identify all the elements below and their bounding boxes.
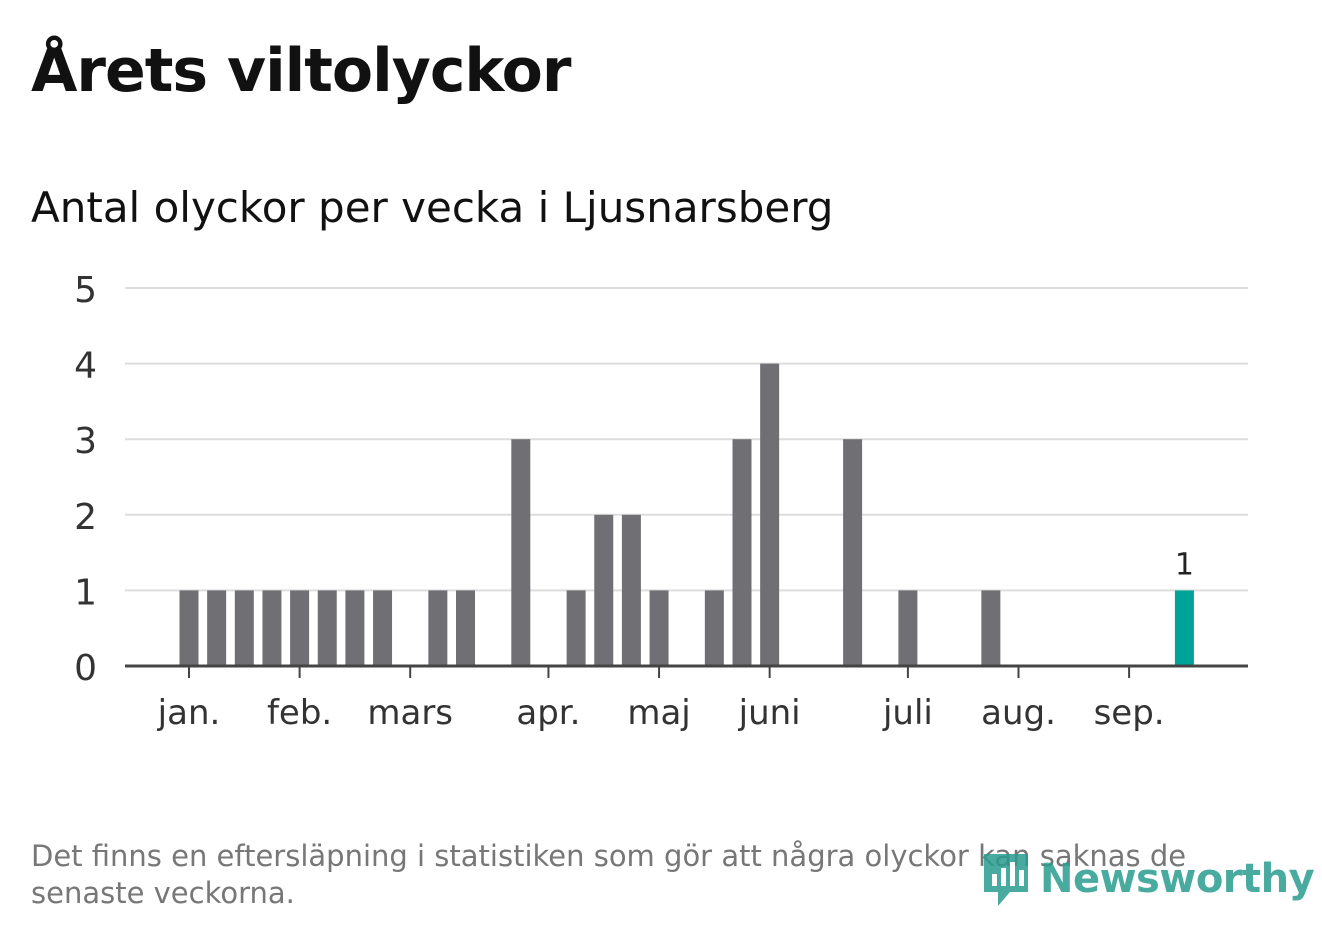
bar [621, 514, 641, 666]
x-tick-label: feb. [267, 693, 332, 733]
y-tick-label: 5 [74, 270, 97, 311]
bar [179, 590, 199, 666]
bar [290, 590, 310, 666]
logo-chart-icon [984, 854, 1028, 906]
bar [345, 590, 365, 666]
x-tick-label: maj [627, 693, 690, 733]
y-tick-label: 1 [74, 572, 97, 613]
newsworthy-logo: Newsworthy [980, 848, 1315, 910]
bar [649, 590, 669, 666]
bar [234, 590, 254, 666]
x-tick-label: juni [738, 693, 801, 733]
y-tick-label: 2 [74, 497, 97, 538]
bar [704, 590, 724, 666]
bar [207, 590, 227, 666]
chart-subtitle: Antal olyckor per vecka i Ljusnarsberg [31, 183, 834, 232]
y-tick-label: 3 [74, 421, 97, 462]
x-tick-label: mars [367, 693, 453, 733]
bar [317, 590, 337, 666]
bar [898, 590, 918, 666]
bar [511, 439, 531, 666]
bar [373, 590, 393, 666]
x-tick-label: sep. [1094, 693, 1165, 733]
bar [732, 439, 752, 666]
y-tick-label: 4 [74, 346, 97, 387]
x-tick-label: juli [882, 693, 933, 733]
bar [566, 590, 586, 666]
bar [843, 439, 863, 666]
bar [262, 590, 282, 666]
chart-title: Årets viltolyckor [31, 36, 571, 106]
bar [456, 590, 475, 666]
x-tick-label: aug. [981, 693, 1056, 733]
logo-text: Newsworthy [1040, 856, 1315, 902]
bar [594, 514, 614, 666]
bar [428, 590, 448, 666]
bar-highlight [1174, 590, 1194, 666]
bar [760, 363, 780, 666]
x-tick-label: jan. [157, 693, 221, 733]
x-tick-label: apr. [516, 693, 580, 733]
bar [981, 590, 1001, 666]
y-tick-label: 0 [74, 648, 97, 689]
data-label: 1 [1175, 547, 1194, 582]
